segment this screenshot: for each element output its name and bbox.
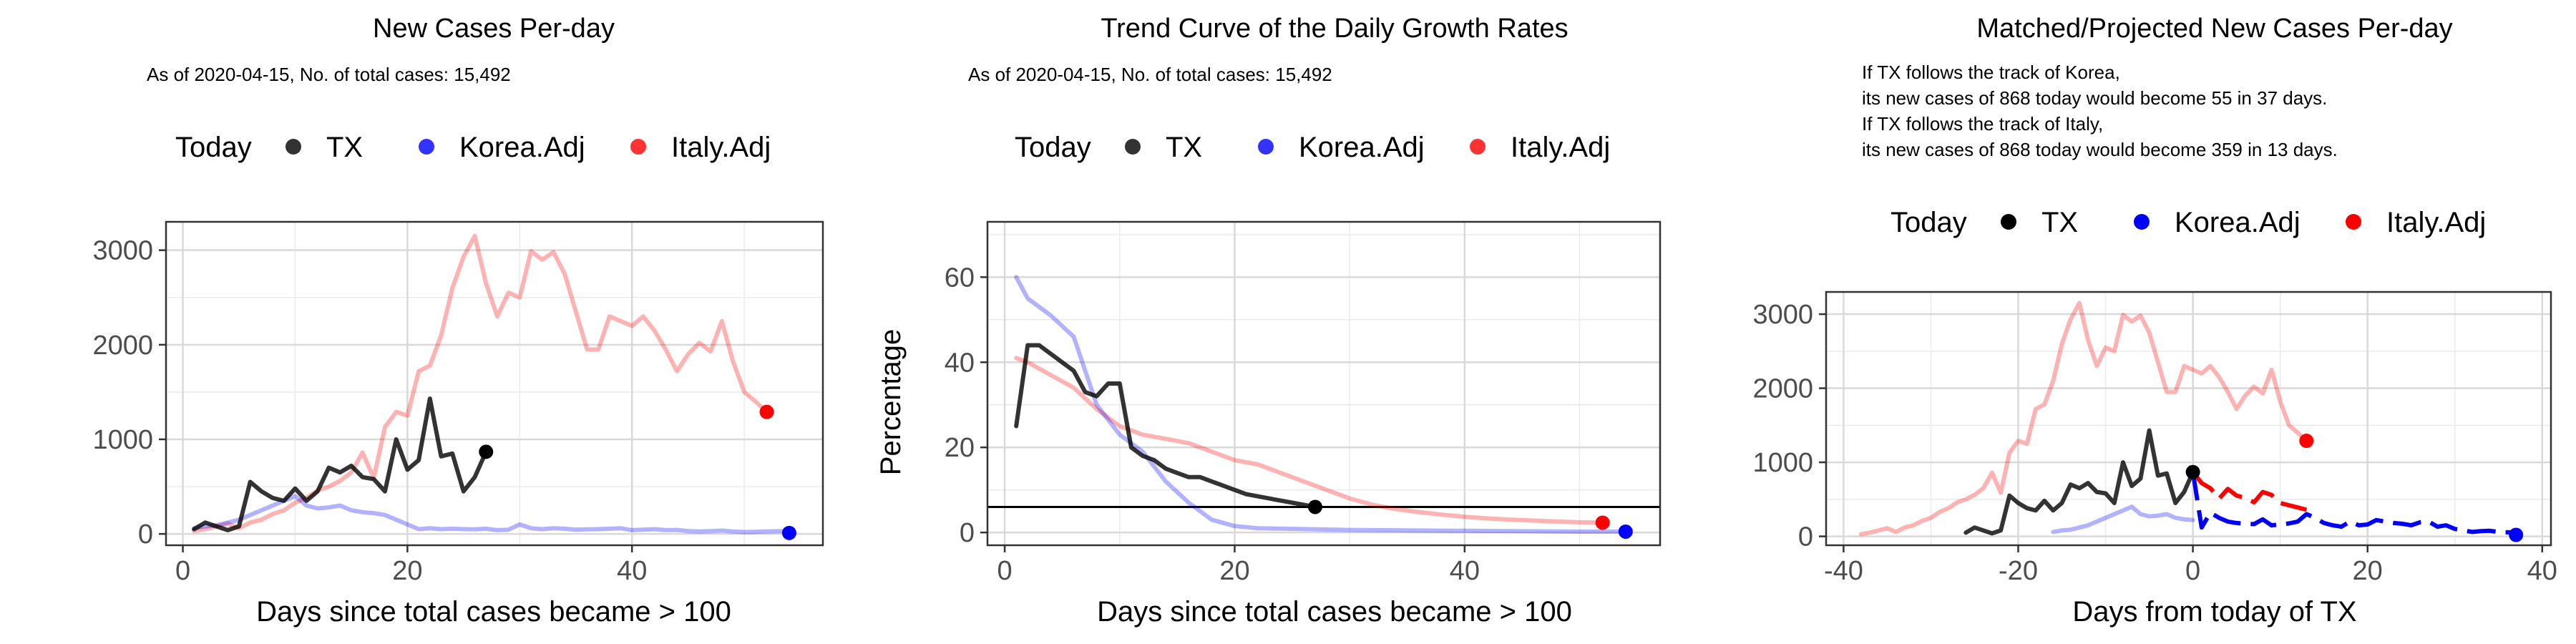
x-tick-label: 40 [1450,556,1480,586]
legend-key-italy-adj [2346,214,2361,230]
series-line-italy-adj [192,233,769,534]
plot-background [987,222,1660,545]
panel-matched-projected: Matched/Projected New Cases Per-day If T… [1752,14,2557,628]
legend-label: TX [2041,207,2078,238]
plot-area: 0 20 40 0 1000 2000 3000 [92,220,824,586]
today-point-tx [1307,499,1322,514]
plot-border [165,220,824,547]
series-line-italy-adj [1014,356,1605,525]
panel-growth-rate-trend: Trend Curve of the Daily Growth Rates As… [875,14,1662,628]
legend-title: Today [1015,132,1091,163]
legend-label: Italy.Adj [671,132,771,163]
legend-key-tx [2001,214,2016,230]
series-line-tx [1963,428,2195,536]
chart-title: Trend Curve of the Daily Growth Rates [1101,14,1568,44]
y-tick-label: 1000 [92,425,153,455]
today-point-tx [2185,464,2200,479]
x-axis-title: Days from today of TX [2072,596,2356,628]
legend-key-italy-adj [1470,139,1485,155]
x-tick-label: 0 [2185,556,2200,586]
x-tick-label: 0 [997,556,1013,586]
today-point-italy-adj [759,404,774,419]
legend-title: Today [1890,207,1967,238]
today-point-korea-adj [1618,524,1633,539]
series-line-tx [192,396,489,532]
x-tick-label: -20 [1999,556,2038,586]
series-line-italy-adj-projected [2191,470,2308,512]
chart-subtitle: As of 2020-04-15, No. of total cases: 15… [968,64,1332,85]
plot-area: -40 -20 0 20 40 0 1000 2000 3000 [1752,291,2557,586]
x-tick-label: 0 [175,556,190,586]
chart-subtitle-line: If TX follows the track of Korea, [1862,62,2120,83]
y-tick-label: 2000 [1752,374,1813,404]
panel-new-cases-per-day: New Cases Per-day As of 2020-04-15, No. … [92,14,824,628]
legend-key-italy-adj [630,139,646,155]
plot-area: 0 20 40 0 20 40 60 [945,220,1662,586]
today-point-korea-adj [2509,527,2524,542]
x-tick-label: 40 [617,556,647,586]
x-axis-title: Days since total cases became > 100 [1097,596,1572,628]
plot-border [986,220,1662,547]
today-point-korea-adj [781,525,796,540]
legend: Today TX Korea.Adj Italy.Adj [1015,132,1610,163]
x-tick-label: 20 [392,556,422,586]
y-tick-label: 20 [945,433,975,463]
legend-label: Korea.Adj [1299,132,1425,163]
legend-key-korea-adj [419,139,434,155]
legend-label: TX [326,132,363,163]
plot-background [166,222,823,545]
y-tick-label: 40 [945,348,975,378]
legend-label: Italy.Adj [1511,132,1610,163]
legend-title: Today [175,132,252,163]
chart-title: New Cases Per-day [373,14,615,44]
plot-background [1826,292,2551,545]
y-axis-title: Percentage [875,329,907,476]
y-tick-label: 2000 [92,331,153,361]
y-tick-label: 3000 [1752,300,1813,330]
chart-subtitle: As of 2020-04-15, No. of total cases: 15… [147,64,511,85]
legend-key-tx [1125,139,1141,155]
legend-label: Korea.Adj [459,132,585,163]
y-tick-label: 1000 [1752,448,1813,478]
y-tick-label: 0 [1798,522,1813,552]
x-tick-label: 40 [2527,556,2557,586]
x-tick-label: 20 [2353,556,2383,586]
legend-label: TX [1166,132,1202,163]
x-axis-title: Days since total cases became > 100 [256,596,731,628]
legend-label: Italy.Adj [2386,207,2486,238]
y-tick-label: 0 [138,519,153,550]
legend: Today TX Korea.Adj Italy.Adj [1890,207,2486,238]
x-tick-label: -40 [1824,556,1863,586]
today-point-italy-adj [2299,434,2314,449]
legend-key-tx [286,139,301,155]
today-point-italy-adj [1595,515,1610,530]
series-line-italy-adj [1858,301,2309,537]
x-tick-label: 20 [1219,556,1249,586]
chart-title: Matched/Projected New Cases Per-day [1976,14,2452,44]
legend-label: Korea.Adj [2175,207,2301,238]
y-tick-label: 3000 [92,236,153,266]
today-point-tx [479,444,494,459]
y-tick-label: 60 [945,263,975,293]
series-line-korea-adj [192,494,791,535]
legend: Today TX Korea.Adj Italy.Adj [175,132,771,163]
series-line-tx [1014,343,1317,509]
plot-border [1825,291,2552,547]
legend-key-korea-adj [2134,214,2150,230]
legend-key-korea-adj [1258,139,1274,155]
chart-subtitle-line: its new cases of 868 today would become … [1862,87,2327,109]
chart-subtitle-line: If TX follows the track of Italy, [1862,113,2103,135]
series-line-korea-adj [1014,275,1628,534]
chart-subtitle-line: its new cases of 868 today would become … [1862,139,2338,160]
y-tick-label: 0 [960,518,975,548]
series-line-korea-adj [2051,504,2195,535]
